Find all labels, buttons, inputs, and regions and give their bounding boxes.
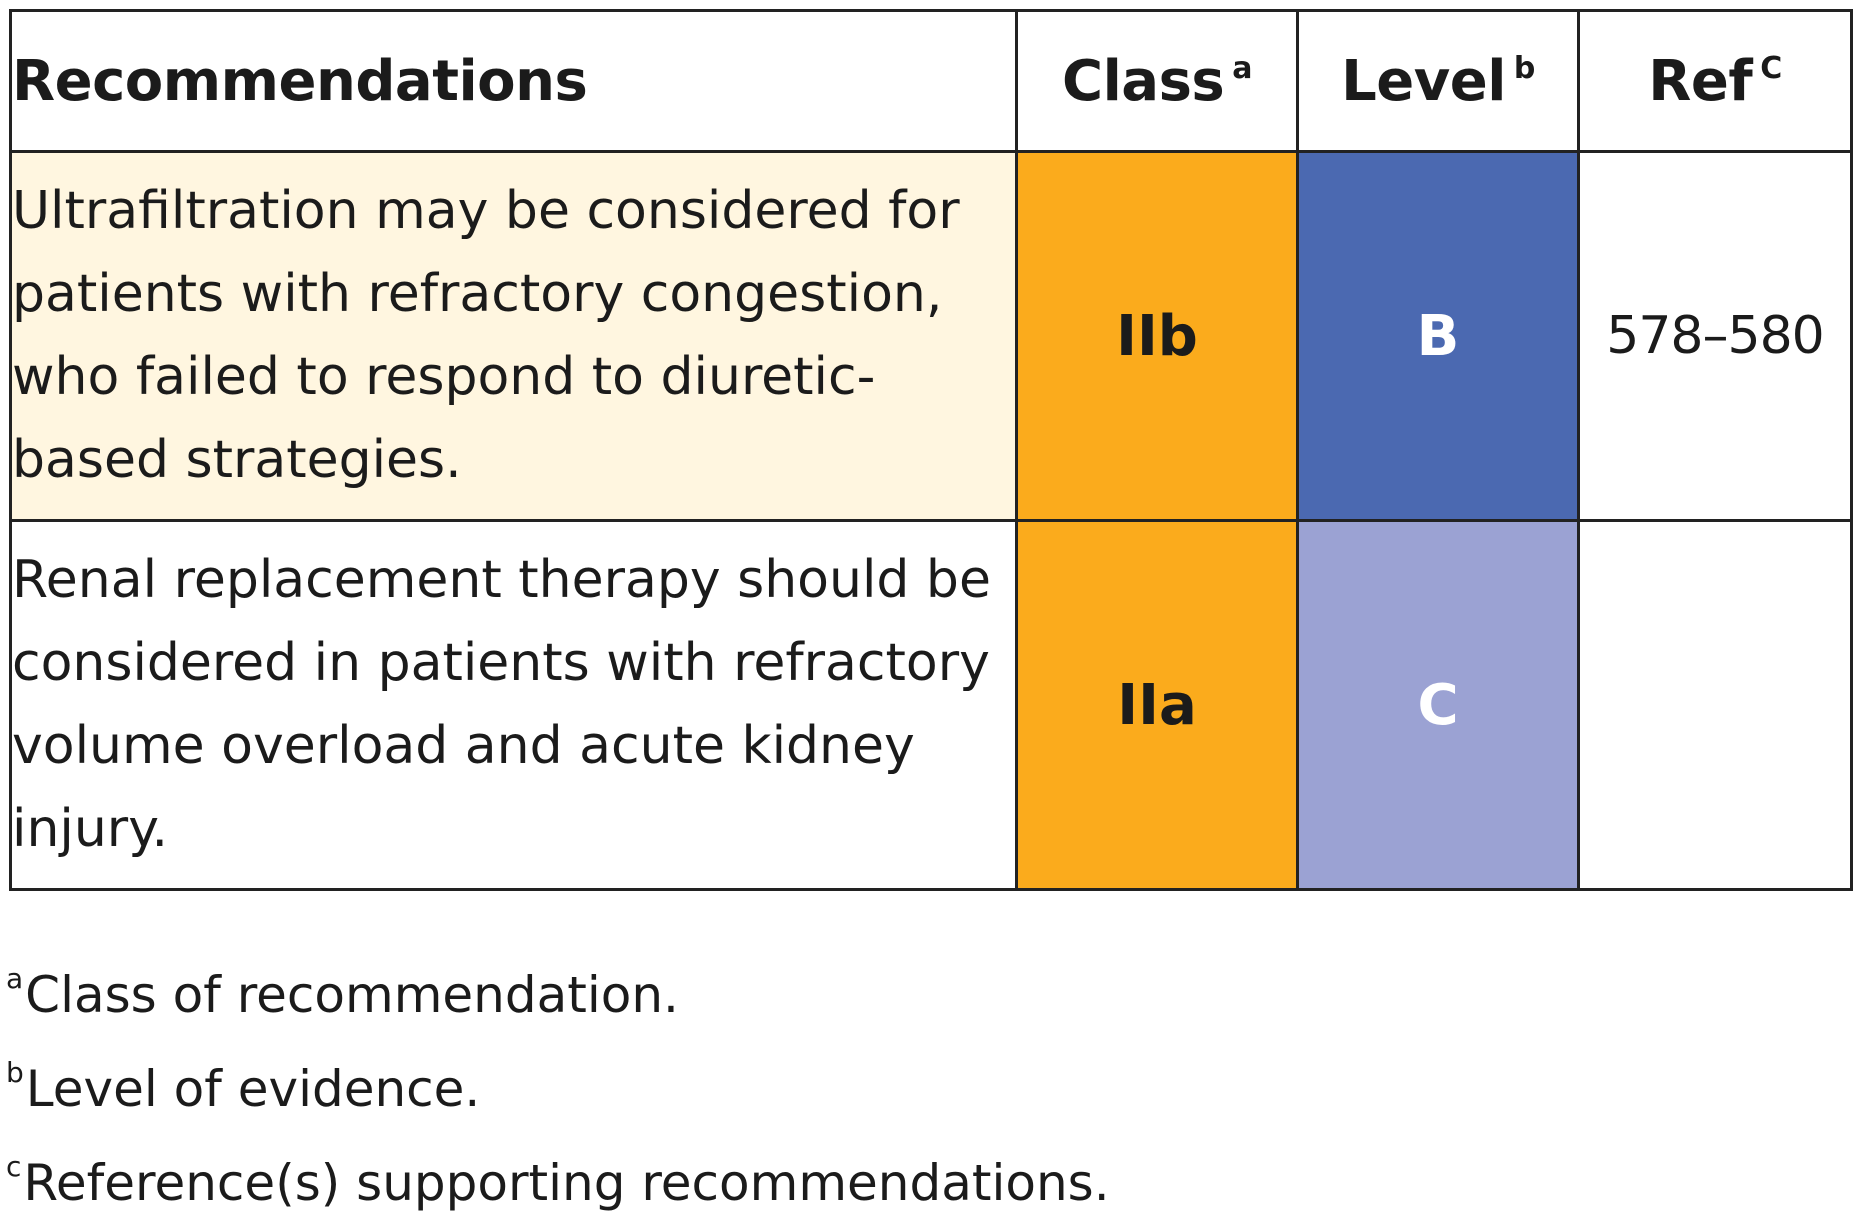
footnote-text: Class of recommendation. <box>25 966 679 1024</box>
table-header-row: Recommendations Class a Level b Ref C <box>9 9 1853 153</box>
header-level-footnote-marker: b <box>1513 50 1535 86</box>
table-row: Renal replacement therapy should be cons… <box>9 519 1853 891</box>
table-row: Ultrafiltration may be considered for pa… <box>9 150 1853 522</box>
reference-cell <box>1577 519 1853 891</box>
footnote-c: cReference(s) supporting recommendations… <box>6 1128 1110 1222</box>
header-level-label: Level <box>1341 48 1506 114</box>
level-badge: B <box>1296 150 1580 522</box>
recommendations-page: Recommendations Class a Level b Ref C Ultra… <box>6 9 1853 1212</box>
footnote-marker: b <box>6 1056 24 1089</box>
header-level: Level b <box>1296 9 1580 153</box>
recommendation-text: Renal replacement therapy should be cons… <box>9 519 1018 891</box>
footnote-b: bLevel of evidence. <box>6 1034 1110 1128</box>
footnote-a: aClass of recommendation. <box>6 940 1110 1034</box>
header-class-label: Class <box>1062 48 1225 114</box>
header-ref: Ref C <box>1577 9 1853 153</box>
footnote-marker: a <box>6 962 24 995</box>
level-badge: C <box>1296 519 1580 891</box>
header-class-footnote-marker: a <box>1232 50 1252 86</box>
header-recommendations: Recommendations <box>9 9 1018 153</box>
class-badge: IIb <box>1015 150 1299 522</box>
recommendation-text: Ultrafiltration may be considered for pa… <box>9 150 1018 522</box>
header-ref-footnote-marker: C <box>1760 50 1782 86</box>
header-class: Class a <box>1015 9 1299 153</box>
recommendations-table: Recommendations Class a Level b Ref C Ultra… <box>9 9 1853 891</box>
footnote-text: Reference(s) supporting recommendations. <box>23 1154 1110 1212</box>
footnote-text: Level of evidence. <box>25 1060 481 1118</box>
header-ref-label: Ref <box>1648 48 1753 114</box>
reference-cell: 578–580 <box>1577 150 1853 522</box>
class-badge: IIa <box>1015 519 1299 891</box>
footnote-marker: c <box>6 1150 22 1183</box>
header-recommendations-label: Recommendations <box>12 48 588 114</box>
